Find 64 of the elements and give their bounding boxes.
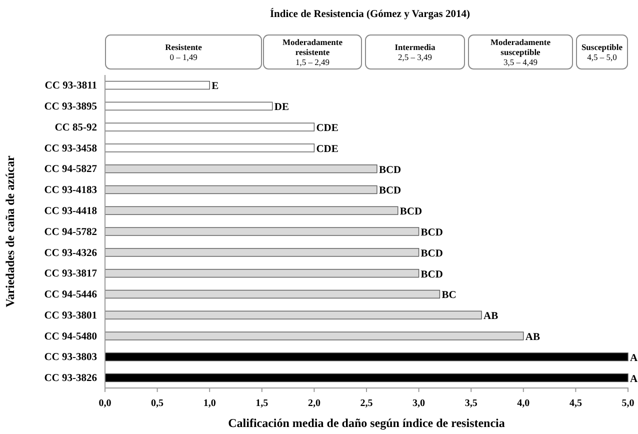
x-tick-label: 1,5 xyxy=(256,398,268,409)
data-label: BCD xyxy=(420,248,444,260)
data-label: CDE xyxy=(316,123,338,134)
data-label: BCD xyxy=(420,228,444,238)
text: Moderadamente resistente 1,5 – 2,49 xyxy=(282,37,343,67)
y-axis-title: Variedades de caña de azúcar xyxy=(3,155,17,308)
bar xyxy=(104,332,524,340)
data-label: BC xyxy=(442,290,456,302)
x-tick-label: 1,0 xyxy=(203,398,216,409)
data-label: BCD xyxy=(400,206,422,218)
bar xyxy=(104,290,440,299)
bar xyxy=(104,206,398,215)
y-tick-label: CC 93-3801 xyxy=(44,310,97,322)
x-tick-label: 4,0 xyxy=(517,398,530,409)
y-tick-label: CC 93-3817 xyxy=(44,268,97,280)
y-tick-label: CC 94-5827 xyxy=(44,164,97,176)
bar xyxy=(104,122,315,132)
y-tick-label: CC 94-5480 xyxy=(44,331,97,342)
data-label: CDE xyxy=(316,144,338,155)
y-tick-label: CC 93-4418 xyxy=(44,206,97,217)
data-label: BCD xyxy=(420,269,444,280)
y-tick-label: CC 85-92 xyxy=(54,122,97,134)
text: Moderadamente susceptible 3,5 – 4,49 xyxy=(490,37,551,67)
x-tick-label: 2,5 xyxy=(360,398,373,409)
bar xyxy=(104,310,482,320)
bar xyxy=(104,227,420,236)
bar xyxy=(104,144,315,152)
bar xyxy=(104,102,273,110)
y-tick-label: CC 93-3811 xyxy=(44,80,97,92)
text: Resistente 0 – 1,49 xyxy=(165,42,202,62)
bar xyxy=(104,248,420,257)
y-tick-label: CC 93-3803 xyxy=(44,352,97,364)
x-tick-label: 3,5 xyxy=(464,398,478,409)
text: Susceptible 4,5 – 5,0 xyxy=(581,42,623,62)
y-tick-label: CC 93-3895 xyxy=(44,101,97,112)
data-label: BCD xyxy=(378,186,402,197)
y-tick-label: CC 93-4183 xyxy=(44,185,97,196)
y-tick-label: CC 94-5782 xyxy=(44,226,97,238)
bar xyxy=(104,352,628,362)
bar xyxy=(104,373,628,382)
x-tick-label: 5,0 xyxy=(622,398,634,409)
x-tick-label: 3,0 xyxy=(412,398,426,409)
y-tick-label: CC 93-4326 xyxy=(44,248,97,259)
data-label: AB xyxy=(525,332,540,343)
x-tick-label: 0,5 xyxy=(151,398,164,409)
bar xyxy=(104,185,378,194)
bar xyxy=(104,164,378,174)
data-label: DE xyxy=(274,102,289,114)
text: Intermedia 2,5 – 3,49 xyxy=(394,42,436,62)
data-label: A xyxy=(630,352,638,364)
y-tick-label: CC 94-5446 xyxy=(44,290,97,301)
bar xyxy=(104,268,420,278)
x-tick-label: 4,5 xyxy=(569,398,582,409)
y-tick-label: CC 93-3458 xyxy=(44,143,97,154)
data-label: A xyxy=(630,374,638,385)
x-tick-label: 0,0 xyxy=(98,398,112,409)
data-label: BCD xyxy=(378,164,402,176)
bar xyxy=(104,80,210,90)
x-tick-label: 2,0 xyxy=(308,398,320,409)
data-label: E xyxy=(212,81,219,92)
y-tick-label: CC 93-3826 xyxy=(44,373,97,384)
data-label: AB xyxy=(484,311,498,322)
x-axis-title: Calificación media de daño según índice de resistencia xyxy=(228,416,505,430)
chart-title: Índice de Resistencia (Gómez y Vargas 2014) xyxy=(270,7,471,20)
